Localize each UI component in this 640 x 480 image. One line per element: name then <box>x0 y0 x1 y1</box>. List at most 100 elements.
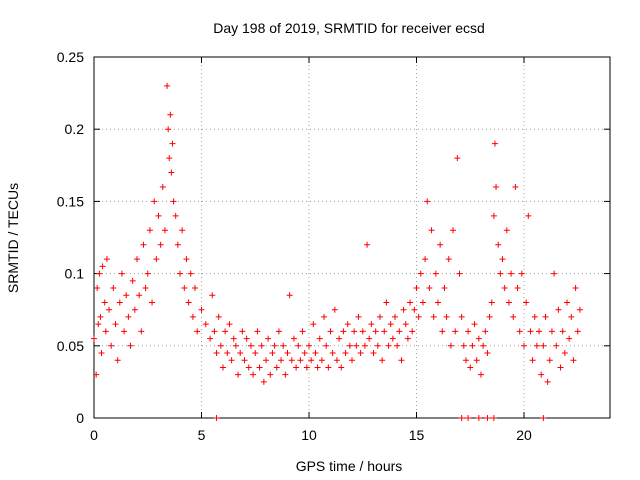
data-point <box>465 328 472 335</box>
data-point <box>247 342 254 349</box>
data-point <box>447 342 454 349</box>
data-point <box>177 270 183 277</box>
data-point <box>174 241 181 248</box>
data-point <box>533 342 540 349</box>
data-point <box>486 313 493 320</box>
y-axis-label: SRMTID / TECUs <box>5 183 21 293</box>
data-point <box>312 350 319 357</box>
data-point <box>336 335 343 342</box>
data-point <box>426 285 433 292</box>
data-point <box>323 342 330 349</box>
data-point <box>478 371 484 378</box>
data-point <box>553 342 560 349</box>
data-point <box>316 335 323 342</box>
data-point <box>482 328 489 335</box>
data-point <box>518 270 525 277</box>
data-point <box>488 299 495 306</box>
data-point <box>452 328 459 335</box>
data-point <box>116 299 123 306</box>
data-point <box>338 364 345 371</box>
data-point <box>359 328 366 335</box>
data-point <box>146 227 153 234</box>
data-point <box>374 342 381 349</box>
data-point <box>467 364 474 371</box>
data-point <box>484 415 491 421</box>
data-point <box>99 263 106 270</box>
data-point <box>170 198 177 205</box>
data-point <box>333 357 340 364</box>
data-point <box>473 357 480 364</box>
data-point <box>91 335 97 342</box>
data-point <box>123 292 130 299</box>
data-point <box>368 321 375 328</box>
data-point <box>441 285 448 292</box>
data-point <box>527 328 534 335</box>
data-point <box>213 415 220 421</box>
data-point <box>168 169 175 176</box>
data-point <box>370 350 377 357</box>
data-point <box>514 285 521 292</box>
data-point <box>430 313 437 320</box>
data-point <box>559 328 566 335</box>
data-point <box>166 155 173 162</box>
data-point <box>172 212 179 219</box>
data-point <box>460 342 467 349</box>
data-point <box>209 292 216 299</box>
data-point <box>303 364 310 371</box>
data-point <box>570 357 577 364</box>
grid-lines <box>94 57 610 418</box>
data-point <box>392 313 398 320</box>
data-point <box>417 270 424 277</box>
data-point <box>428 227 435 234</box>
data-point <box>443 313 450 320</box>
data-point <box>387 321 394 328</box>
x-axis-label: GPS time / hours <box>296 458 403 474</box>
data-point <box>121 328 128 335</box>
data-point <box>523 299 530 306</box>
data-point <box>140 241 147 248</box>
data-point <box>471 321 478 328</box>
data-point <box>536 328 543 335</box>
data-point <box>164 82 171 89</box>
data-point <box>157 241 164 248</box>
data-point <box>134 256 140 263</box>
data-point <box>557 364 564 371</box>
data-point <box>226 321 233 328</box>
y-tick-label: 0.1 <box>65 266 85 282</box>
data-point <box>503 227 510 234</box>
data-point <box>230 335 237 342</box>
data-point <box>456 270 463 277</box>
data-point <box>396 328 403 335</box>
data-point <box>512 183 519 190</box>
data-point <box>439 328 446 335</box>
data-point <box>383 299 390 306</box>
data-point <box>576 306 583 313</box>
data-point <box>389 335 396 342</box>
data-point <box>102 328 109 335</box>
data-point <box>129 277 136 284</box>
data-point <box>198 306 205 313</box>
data-point <box>351 328 358 335</box>
data-point <box>131 306 138 313</box>
data-point <box>402 321 409 328</box>
data-point <box>484 350 491 357</box>
data-point <box>149 299 156 306</box>
data-point <box>458 313 465 320</box>
data-point <box>217 342 224 349</box>
data-point <box>394 342 401 349</box>
data-point <box>138 328 145 335</box>
data-point <box>475 415 482 421</box>
data-point <box>297 357 304 364</box>
data-point <box>491 140 498 147</box>
data-point <box>542 313 549 320</box>
y-tick-label: 0.2 <box>65 121 85 137</box>
data-point <box>331 306 338 313</box>
data-point <box>376 313 383 320</box>
data-point <box>232 342 239 349</box>
data-point <box>165 126 172 133</box>
data-point <box>508 270 515 277</box>
data-point <box>555 306 562 313</box>
data-point <box>293 364 300 371</box>
data-point <box>284 350 291 357</box>
